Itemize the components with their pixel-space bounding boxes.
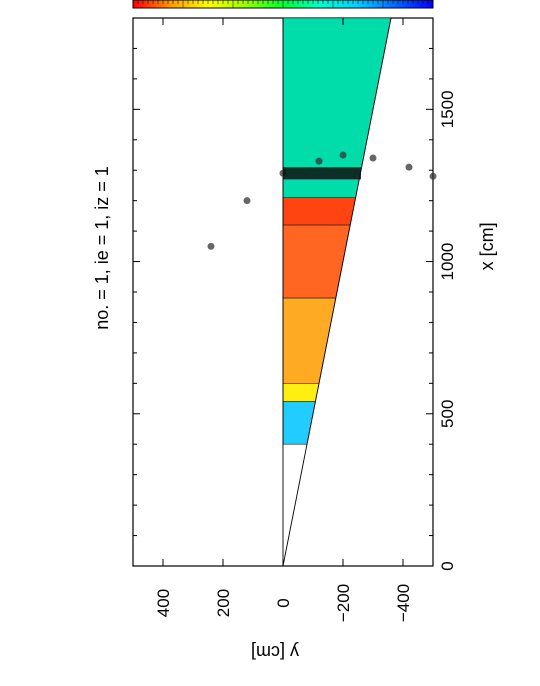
colorbar <box>132 0 434 9</box>
arc-point <box>405 163 413 171</box>
arc-point <box>315 157 323 165</box>
y-tick-label: 0 <box>274 598 293 607</box>
arc-point <box>243 197 251 205</box>
arc-band <box>283 167 361 180</box>
heat-region <box>282 297 337 384</box>
heat-region <box>282 224 351 299</box>
heat-region <box>282 197 356 226</box>
x-tick-label: 1500 <box>438 90 457 128</box>
heatmap-layer <box>282 17 392 567</box>
arc-point <box>429 172 437 180</box>
chart-title: no. = 1, ie = 1, iz = 1 <box>92 166 112 330</box>
x-tick-label: 1000 <box>438 243 457 281</box>
arc-point <box>369 154 377 162</box>
dotted-arc <box>207 151 437 250</box>
x-axis-label: x [cm] <box>477 222 497 270</box>
wedge-lower-edge <box>282 17 392 567</box>
y-tick-label: 200 <box>214 589 233 617</box>
y-tick-label: −200 <box>334 584 353 622</box>
arc-point <box>207 242 215 250</box>
heat-region <box>282 383 320 402</box>
y-axis-label: y [cm] <box>251 642 299 662</box>
y-tick-label: −400 <box>394 584 413 622</box>
axis-ticks: 0 500 1000 1500 400 200 0 −200 −400 <box>133 18 457 622</box>
arc-point <box>339 151 347 159</box>
y-tick-label: 400 <box>154 589 173 617</box>
x-tick-label: 500 <box>438 400 457 428</box>
heat-region <box>282 401 316 445</box>
x-tick-label: 0 <box>438 561 457 570</box>
